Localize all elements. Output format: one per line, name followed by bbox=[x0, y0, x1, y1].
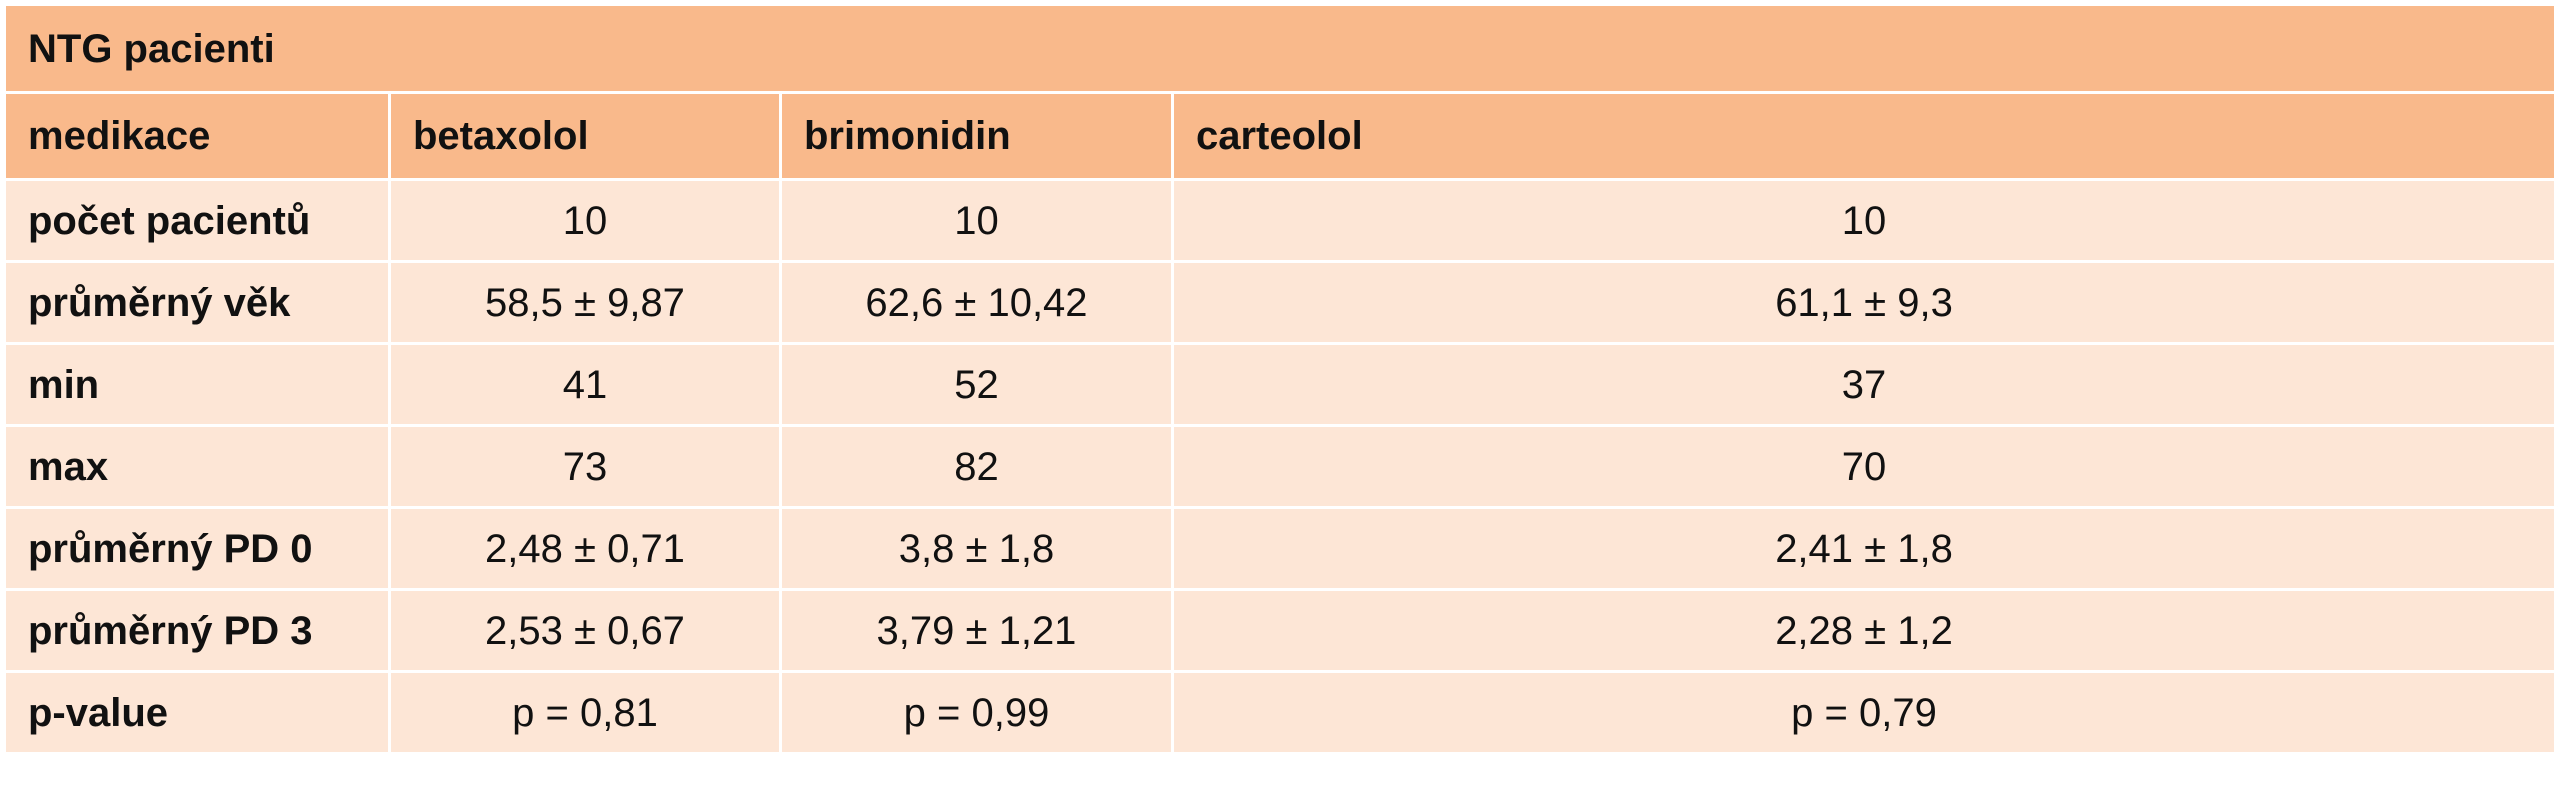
table-cell: 52 bbox=[779, 342, 1174, 427]
row-label: min bbox=[3, 342, 391, 427]
column-header-medikace: medikace bbox=[3, 91, 391, 181]
table-cell: 2,53 ± 0,67 bbox=[388, 588, 782, 673]
table-title-row: NTG pacienti bbox=[2, 3, 2558, 94]
table-header-row: medikace betaxolol brimonidin carteolol bbox=[3, 91, 2558, 181]
table-row: průměrný věk 58,5 ± 9,87 62,6 ± 10,42 61… bbox=[3, 260, 2558, 345]
table-cell: 70 bbox=[1170, 424, 2558, 509]
table-cell: p = 0,99 bbox=[779, 670, 1174, 755]
column-header-brimonidin: brimonidin bbox=[779, 91, 1174, 181]
row-label: počet pacientů bbox=[3, 178, 391, 263]
table-row: min 41 52 37 bbox=[3, 342, 2558, 427]
table-cell: 58,5 ± 9,87 bbox=[388, 260, 782, 345]
row-label: průměrný PD 3 bbox=[3, 588, 391, 673]
table-cell: 3,79 ± 1,21 bbox=[779, 588, 1174, 673]
table-cell: 2,48 ± 0,71 bbox=[388, 506, 782, 591]
row-label: p-value bbox=[3, 670, 391, 755]
table-cell: 2,28 ± 1,2 bbox=[1170, 588, 2558, 673]
table-cell: 2,41 ± 1,8 bbox=[1170, 506, 2558, 591]
table-row: počet pacientů 10 10 10 bbox=[3, 178, 2558, 263]
table-cell: 62,6 ± 10,42 bbox=[779, 260, 1174, 345]
row-label: průměrný PD 0 bbox=[3, 506, 391, 591]
table-cell: 82 bbox=[779, 424, 1174, 509]
ntg-patients-table: NTG pacienti medikace betaxolol brimonid… bbox=[2, 3, 2558, 755]
table-row: průměrný PD 0 2,48 ± 0,71 3,8 ± 1,8 2,41… bbox=[3, 506, 2558, 591]
table-cell: 41 bbox=[388, 342, 782, 427]
column-header-carteolol: carteolol bbox=[1170, 91, 2558, 181]
table-row: p-value p = 0,81 p = 0,99 p = 0,79 bbox=[3, 670, 2558, 755]
table-row: max 73 82 70 bbox=[3, 424, 2558, 509]
table-cell: p = 0,79 bbox=[1170, 670, 2558, 755]
row-label: max bbox=[3, 424, 391, 509]
table-cell: 10 bbox=[388, 178, 782, 263]
table-cell: p = 0,81 bbox=[388, 670, 782, 755]
table-cell: 61,1 ± 9,3 bbox=[1170, 260, 2558, 345]
table-row: průměrný PD 3 2,53 ± 0,67 3,79 ± 1,21 2,… bbox=[3, 588, 2558, 673]
table-cell: 3,8 ± 1,8 bbox=[779, 506, 1174, 591]
table-cell: 10 bbox=[779, 178, 1174, 263]
table-cell: 10 bbox=[1170, 178, 2558, 263]
row-label: průměrný věk bbox=[3, 260, 391, 345]
column-header-betaxolol: betaxolol bbox=[388, 91, 782, 181]
table-cell: 37 bbox=[1170, 342, 2558, 427]
table-title: NTG pacienti bbox=[2, 3, 2558, 94]
table-cell: 73 bbox=[388, 424, 782, 509]
